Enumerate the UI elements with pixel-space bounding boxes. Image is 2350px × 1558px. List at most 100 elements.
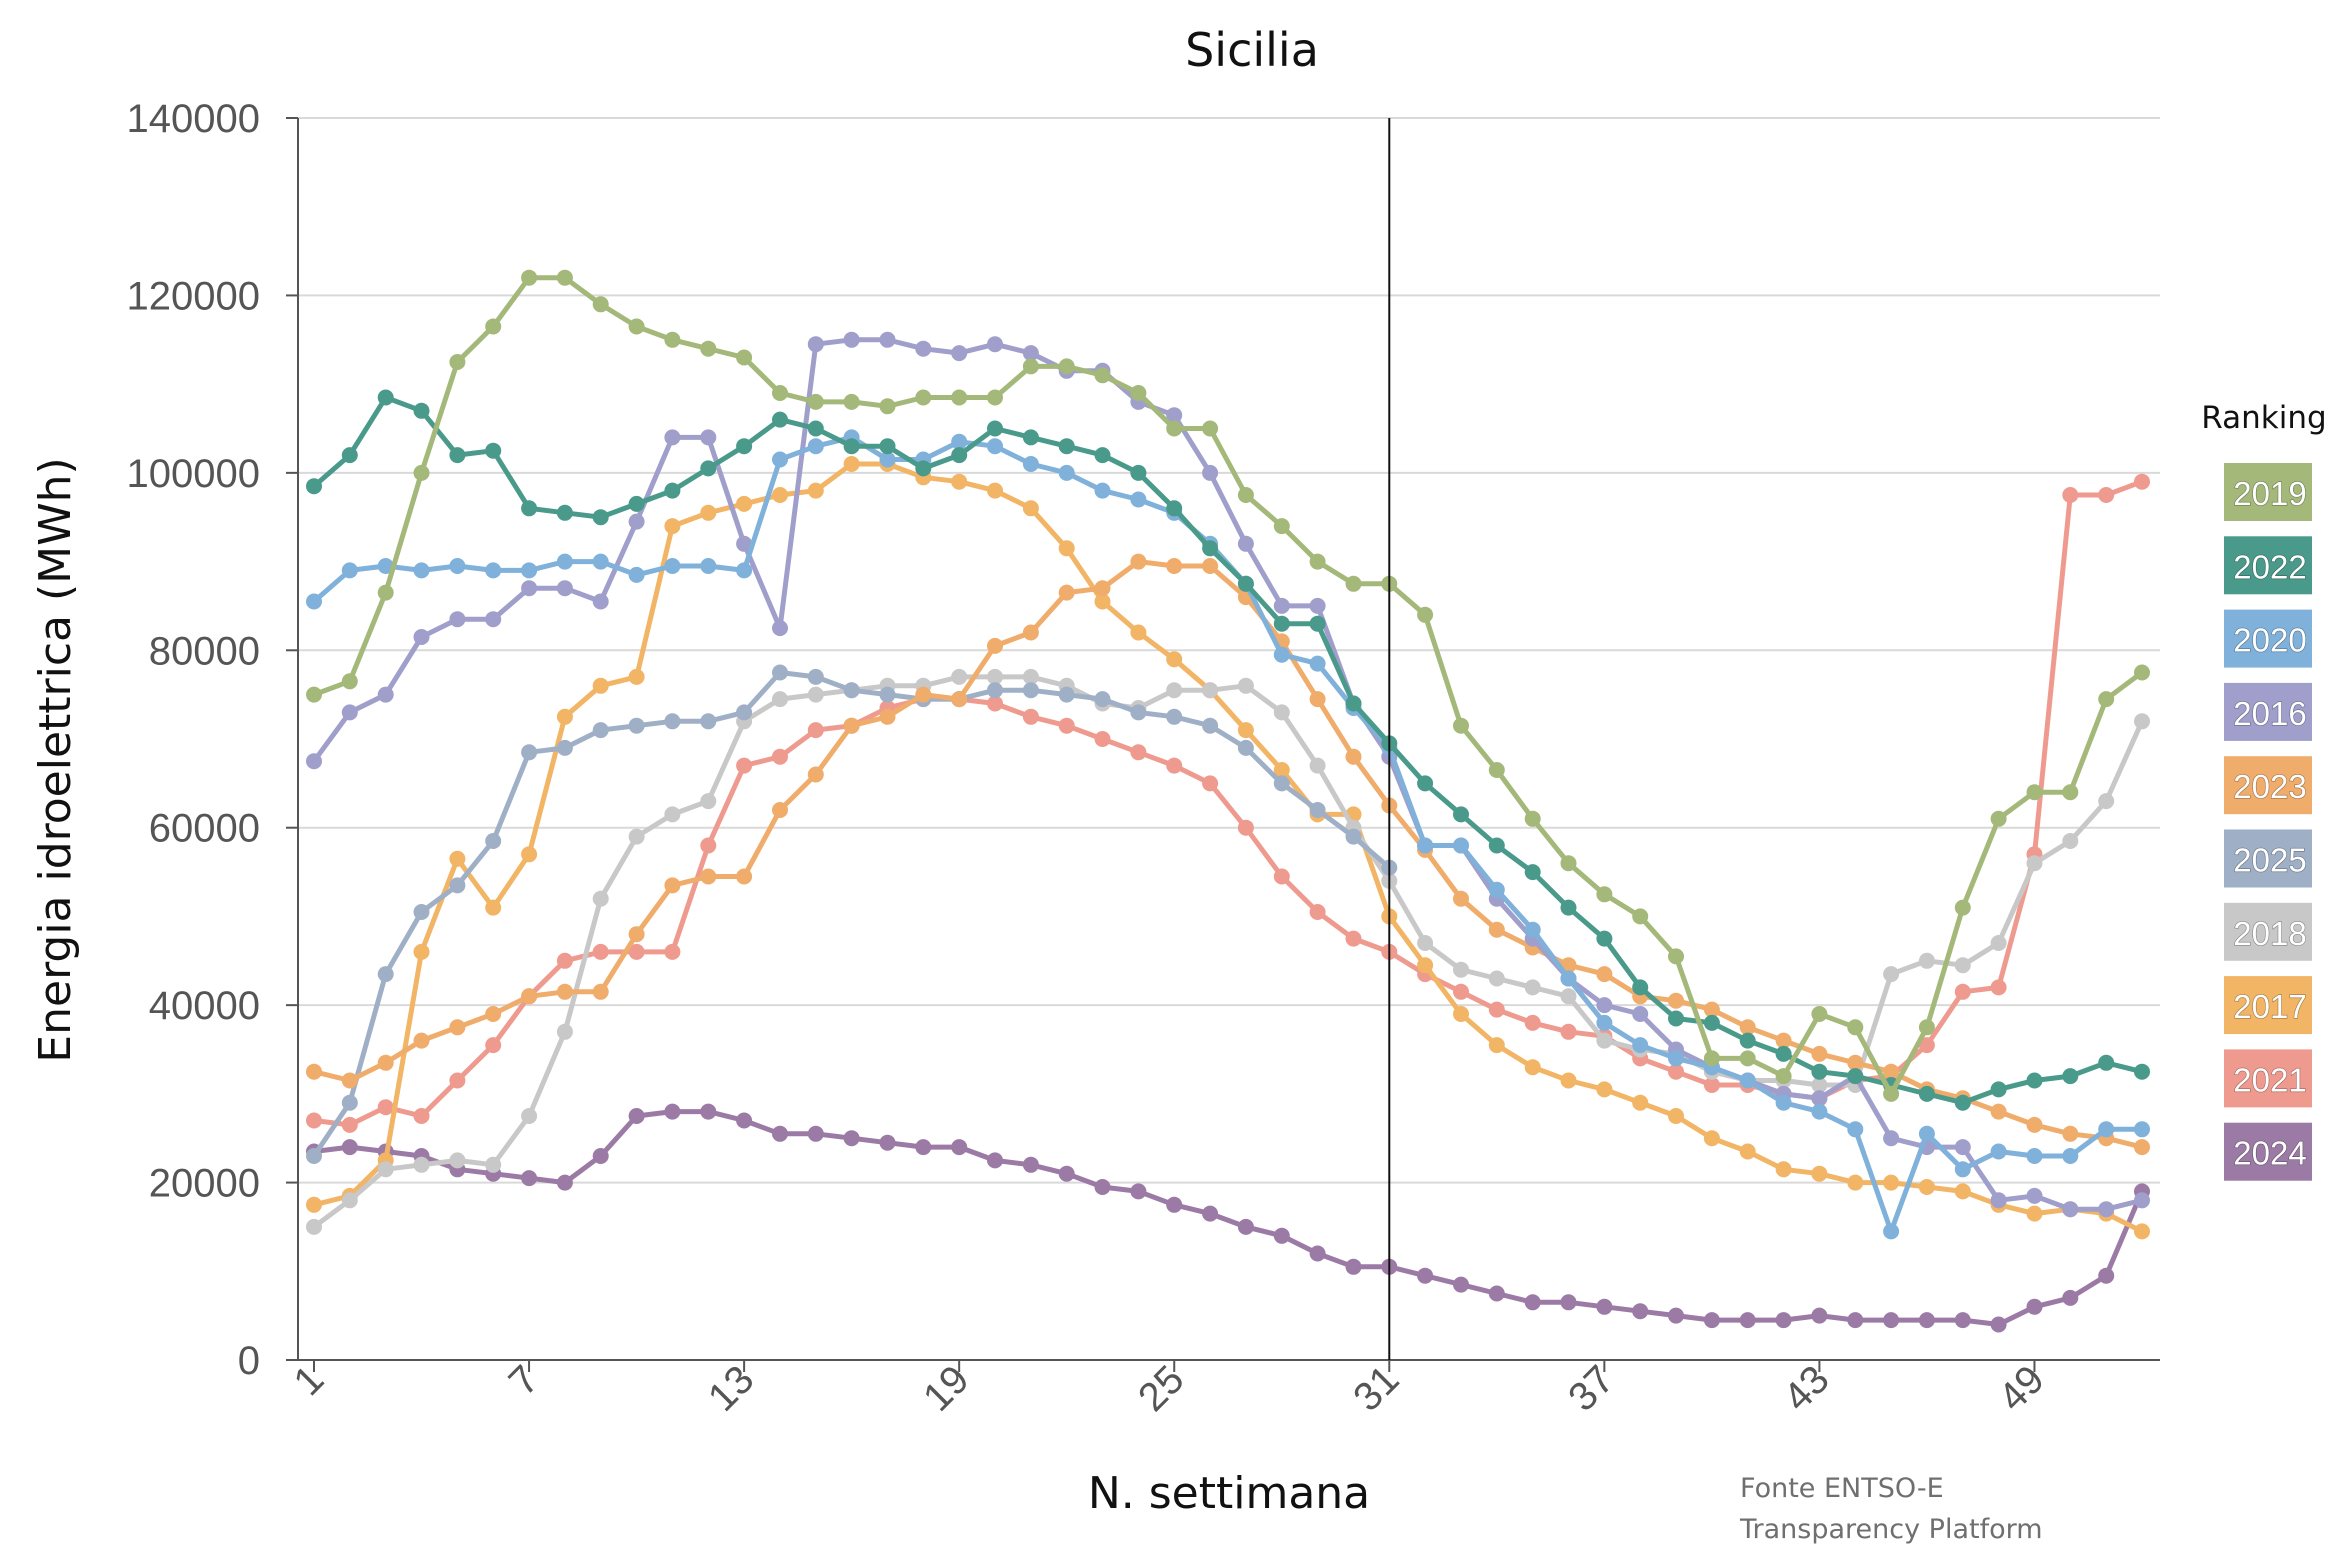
data-point [987, 682, 1003, 699]
data-point [1453, 806, 1469, 823]
data-point [449, 1072, 466, 1089]
data-point [915, 340, 932, 357]
data-point [700, 837, 717, 854]
data-point [1847, 1312, 1864, 1329]
legend-label: 2016 [2233, 695, 2306, 732]
data-point [1202, 420, 1219, 437]
data-point [628, 926, 645, 943]
y-tick-label: 100000 [127, 452, 260, 496]
data-point [1130, 1183, 1147, 1200]
series-2025 [306, 664, 1398, 1164]
legend-item-2023: 2023 [2224, 756, 2312, 815]
data-point [341, 1116, 358, 1133]
data-point [1058, 464, 1075, 481]
data-point [377, 558, 394, 574]
data-point [843, 438, 860, 455]
data-point [521, 562, 538, 579]
data-point [1417, 935, 1434, 951]
data-point [1202, 775, 1219, 792]
data-point [1022, 429, 1039, 446]
data-point [556, 553, 573, 570]
data-point [1632, 908, 1649, 925]
data-point [987, 1152, 1003, 1169]
data-point [377, 1099, 394, 1116]
data-point [1632, 1094, 1649, 1111]
data-point [915, 389, 932, 406]
series-line-2020 [312, 434, 2142, 1234]
series-line-2025 [311, 670, 1391, 1158]
legend-item-2024: 2024 [2224, 1122, 2312, 1181]
data-point [1775, 1045, 1792, 1062]
data-point [592, 553, 609, 570]
data-point [377, 1054, 394, 1071]
data-point [1918, 1085, 1935, 1102]
data-point [1524, 979, 1541, 996]
data-point [556, 739, 573, 756]
data-point [843, 1130, 860, 1147]
data-point [1309, 904, 1326, 920]
data-point [772, 487, 788, 503]
x-tick-label: 37 [1560, 1357, 1623, 1420]
data-point [1739, 1050, 1756, 1067]
data-point [843, 717, 860, 734]
data-point [1954, 1312, 1971, 1329]
data-point [951, 345, 968, 362]
data-point [772, 802, 788, 818]
series-2023 [306, 553, 2150, 1156]
data-point [413, 1108, 430, 1124]
legend-label: 2024 [2233, 1135, 2306, 1172]
data-point [306, 1148, 322, 1164]
data-point [2026, 1205, 2043, 1222]
data-point [736, 562, 753, 579]
data-point [556, 708, 573, 725]
data-point [700, 460, 717, 477]
legend-item-2019: 2019 [2224, 463, 2312, 521]
data-point [521, 580, 538, 597]
data-point [987, 336, 1003, 353]
legend-item-2017: 2017 [2224, 976, 2312, 1035]
data-point [2062, 1289, 2079, 1306]
legend-item-2018: 2018 [2224, 902, 2312, 961]
data-point [1488, 837, 1505, 854]
data-point [843, 393, 860, 410]
data-point [1202, 717, 1219, 734]
data-point [736, 704, 753, 721]
legend-swatch [2224, 1049, 2312, 1108]
data-point [449, 611, 466, 628]
data-point [736, 438, 753, 455]
series-2017 [306, 456, 2150, 1240]
series-2019 [306, 269, 2150, 1102]
data-point [1022, 1156, 1039, 1173]
data-point [1166, 500, 1183, 517]
data-point [1811, 1006, 1828, 1022]
data-point [1668, 1108, 1684, 1124]
series-line-2019 [313, 275, 2144, 1097]
data-point [1309, 655, 1326, 672]
data-point [879, 686, 896, 703]
data-point [1058, 358, 1075, 375]
legend-swatch [2224, 756, 2312, 815]
data-point [1990, 979, 2007, 996]
legend-swatch [2224, 1122, 2312, 1181]
data-point [1668, 1010, 1684, 1027]
series-2024 [306, 1103, 2150, 1333]
series-lines [306, 269, 2150, 1333]
data-point [377, 389, 394, 406]
data-point [592, 943, 609, 960]
data-point [521, 1170, 538, 1187]
data-point [341, 1192, 358, 1209]
data-point [377, 966, 394, 983]
data-point [772, 748, 788, 765]
data-point [2134, 1063, 2150, 1080]
data-point [664, 331, 681, 348]
data-point [413, 402, 430, 419]
data-point [1130, 744, 1147, 761]
data-point [700, 793, 717, 810]
data-point [700, 558, 717, 574]
series-2018 [306, 668, 2150, 1235]
data-point [1130, 553, 1147, 570]
data-point [306, 1218, 322, 1235]
data-point [521, 744, 538, 761]
data-point [700, 429, 717, 446]
